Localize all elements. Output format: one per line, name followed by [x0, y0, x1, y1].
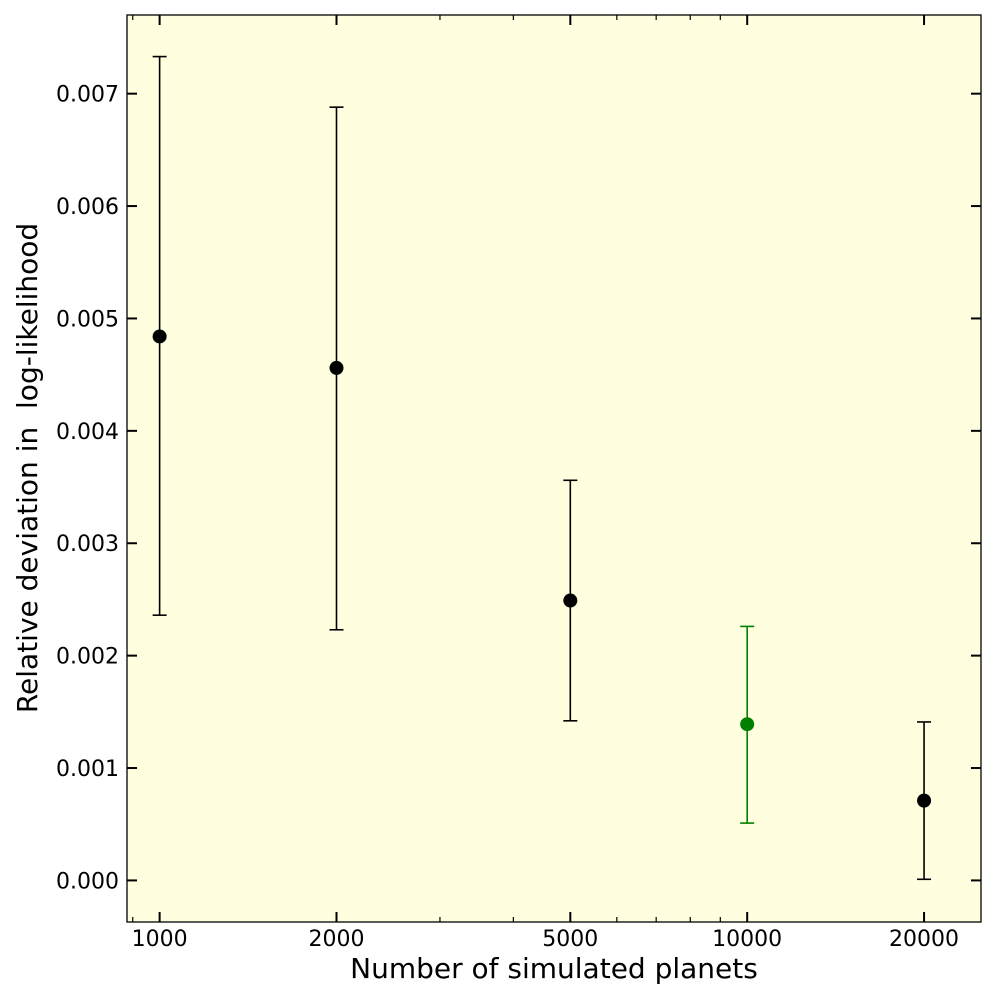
- x-tick-label: 2000: [308, 927, 364, 952]
- y-tick-label: 0.001: [56, 757, 119, 782]
- y-tick-label: 0.000: [56, 869, 119, 894]
- tick-labels: 1000 2000 5000 10000 20000 0.000 0.001 0.002 0.0…: [56, 83, 959, 952]
- y-tick-label: 0.005: [56, 307, 119, 332]
- x-tick-label: 20000: [889, 927, 959, 952]
- data-point: [740, 717, 755, 732]
- data-point: [917, 793, 932, 808]
- data-point: [152, 329, 167, 344]
- y-tick-label: 0.007: [56, 83, 119, 108]
- plot-area: [127, 15, 981, 922]
- data-point: [563, 593, 578, 608]
- y-tick-label: 0.002: [56, 645, 119, 670]
- x-tick-label: 1000: [132, 927, 188, 952]
- y-tick-label: 0.006: [56, 195, 119, 220]
- y-tick-label: 0.003: [56, 532, 119, 557]
- data-point: [329, 360, 344, 375]
- plot-frame: [126, 14, 982, 923]
- y-tick-label: 0.004: [56, 420, 119, 445]
- x-axis-label: Number of simulated planets: [350, 952, 758, 985]
- x-tick-label: 10000: [712, 927, 782, 952]
- y-axis-label: Relative deviation in log-likelihood: [11, 223, 44, 713]
- data-points: [152, 329, 932, 808]
- x-tick-label: 5000: [542, 927, 598, 952]
- ticks: [127, 15, 981, 922]
